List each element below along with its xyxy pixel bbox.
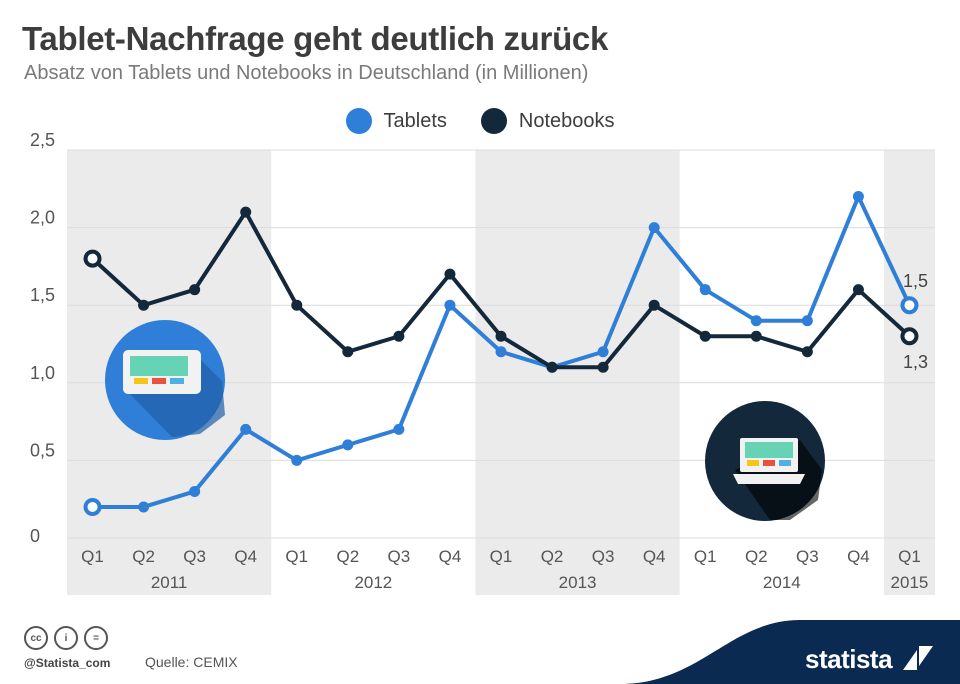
legend-label-notebooks: Notebooks — [518, 109, 615, 132]
data-point-tablets — [852, 191, 864, 203]
y-tick-label: 2,5 — [30, 130, 55, 150]
data-point-notebooks — [189, 284, 201, 296]
end-label-notebooks: 1,3 — [903, 352, 928, 372]
data-point-tablets — [240, 423, 252, 435]
twitter-handle[interactable]: @Statista_com — [24, 656, 111, 670]
no-derivatives-icon[interactable]: = — [84, 626, 108, 650]
statista-logo[interactable]: statista — [805, 644, 893, 674]
legend-label-tablets: Tablets — [383, 109, 447, 132]
footer: cc i = @Statista_com Quelle: CEMIX stati… — [0, 612, 960, 684]
year-band-2015 — [883, 150, 935, 595]
x-tick-label: Q2 — [745, 547, 768, 566]
chart-title: Tablet-Nachfrage geht deutlich zurück — [22, 20, 609, 57]
line-chart: 0 0,5 1,0 1,5 2,0 2,5 Q1 Q2 Q3 Q4 Q1 Q2 Q3 Q4 Q1 Q2 Q3 Q4… — [30, 130, 935, 595]
year-label: 2014 — [763, 573, 801, 592]
year-label: 2013 — [559, 573, 597, 592]
x-tick-label: Q1 — [285, 547, 308, 566]
legend-swatch-notebooks — [480, 108, 507, 134]
x-tick-label: Q3 — [592, 547, 615, 566]
y-tick-label: 2,0 — [30, 208, 55, 228]
data-point-notebooks — [138, 299, 150, 311]
data-point-notebooks — [546, 361, 558, 373]
data-point-notebooks — [648, 299, 660, 311]
data-point-tablets — [138, 501, 150, 513]
end-label-tablets: 1,5 — [903, 271, 928, 291]
y-tick-label: 1,0 — [30, 363, 55, 383]
laptop-icon-keyboard — [733, 474, 805, 484]
data-point-tablets — [189, 485, 201, 497]
data-point-notebooks — [444, 268, 456, 280]
data-point-tablets — [597, 346, 609, 358]
legend: Tablets Notebooks — [0, 108, 960, 134]
data-point-tablets — [750, 315, 762, 327]
year-label: 2015 — [891, 573, 929, 592]
data-point-notebooks — [852, 284, 864, 296]
chart-subtitle: Absatz von Tablets und Notebooks in Deut… — [24, 62, 589, 84]
data-point-notebooks — [801, 346, 813, 358]
tablet-icon-screen — [130, 356, 188, 376]
data-point-tablets — [83, 497, 102, 516]
legend-item-tablets: Tablets — [345, 108, 447, 134]
laptop-icon-screen — [745, 442, 793, 458]
x-tick-label: Q1 — [898, 547, 921, 566]
laptop-icon-tile — [779, 460, 791, 466]
y-tick-label: 0 — [30, 526, 40, 546]
year-label: 2011 — [151, 573, 188, 592]
data-point-notebooks — [240, 206, 252, 218]
year-label: 2012 — [354, 573, 392, 592]
cc-icon[interactable]: cc — [24, 626, 48, 650]
x-tick-label: Q4 — [643, 547, 666, 566]
x-tick-label: Q4 — [439, 547, 462, 566]
data-point-tablets — [801, 315, 813, 327]
x-tick-label: Q2 — [336, 547, 359, 566]
x-tick-label: Q4 — [234, 547, 257, 566]
x-tick-label: Q3 — [183, 547, 206, 566]
x-tick-label: Q1 — [490, 547, 513, 566]
data-point-notebooks — [597, 361, 609, 373]
laptop-icon-tile — [747, 460, 759, 466]
y-tick-label: 0,5 — [30, 440, 55, 460]
x-tick-label: Q1 — [81, 547, 104, 566]
x-tick-label: Q3 — [796, 547, 819, 566]
data-point-tablets — [900, 296, 919, 315]
data-point-notebooks — [291, 299, 303, 311]
x-tick-label: Q4 — [847, 547, 870, 566]
x-tick-label: Q3 — [388, 547, 411, 566]
data-point-notebooks — [750, 330, 762, 342]
tablet-icon-tile — [134, 378, 148, 384]
data-point-notebooks — [393, 330, 405, 342]
data-point-tablets — [291, 454, 303, 466]
laptop-icon-tile — [763, 460, 775, 466]
tablet-icon-tile — [170, 378, 184, 384]
source-note: Quelle: CEMIX — [145, 654, 238, 670]
data-point-tablets — [393, 423, 405, 435]
data-point-notebooks — [699, 330, 711, 342]
x-tick-label: Q2 — [132, 547, 155, 566]
year-band-2013 — [475, 150, 680, 595]
statista-logo-icon — [903, 646, 933, 670]
data-point-notebooks — [342, 346, 354, 358]
data-point-notebooks — [83, 249, 102, 268]
data-point-tablets — [342, 439, 354, 451]
attribution-icon[interactable]: i — [54, 626, 78, 650]
y-tick-label: 1,5 — [30, 285, 55, 305]
footer-brand-bar — [620, 620, 960, 684]
tablet-icon-tile — [152, 378, 166, 384]
data-point-tablets — [495, 346, 507, 358]
x-tick-label: Q1 — [694, 547, 717, 566]
data-point-notebooks — [495, 330, 507, 342]
legend-item-notebooks: Notebooks — [480, 108, 615, 134]
legend-swatch-tablets — [345, 108, 372, 134]
data-point-notebooks — [900, 327, 919, 346]
data-point-tablets — [444, 299, 456, 311]
license-icons: cc i = — [24, 626, 108, 650]
data-point-tablets — [648, 222, 660, 234]
x-tick-label: Q2 — [541, 547, 564, 566]
data-point-tablets — [699, 284, 711, 296]
